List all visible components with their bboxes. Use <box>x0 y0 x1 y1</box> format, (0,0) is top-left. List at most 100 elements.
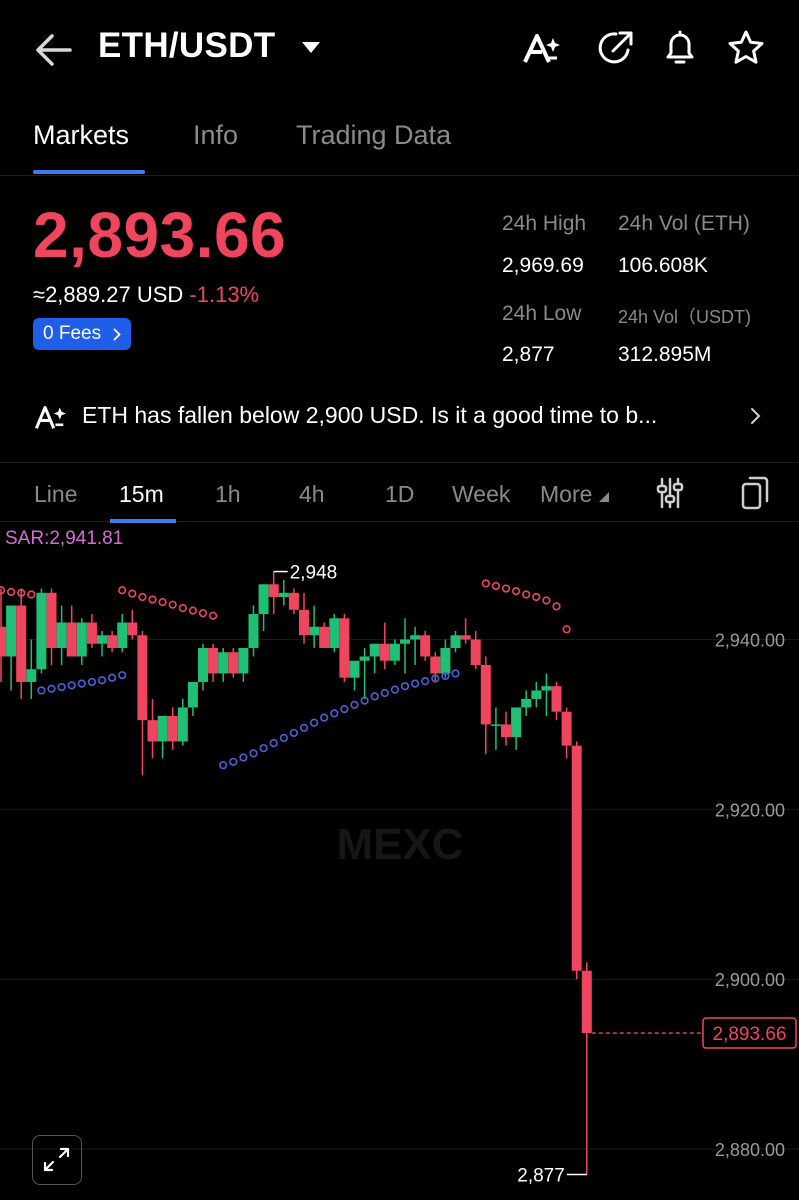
candle <box>107 635 118 648</box>
interval-more[interactable]: More <box>540 481 609 508</box>
sar-dot <box>259 744 268 753</box>
sar-dot <box>411 679 420 688</box>
low-24h-value: 2,877 <box>502 343 555 366</box>
sar-dot <box>229 757 238 766</box>
sar-dot <box>0 586 6 595</box>
candle <box>0 626 6 657</box>
candle <box>349 660 360 678</box>
candle <box>177 707 188 742</box>
caret-icon <box>598 492 609 502</box>
candle <box>410 635 421 640</box>
caret-down-icon[interactable] <box>300 40 322 54</box>
page-tabs: Markets Info Trading Data <box>0 112 799 176</box>
sar-dot <box>562 625 571 634</box>
interval-more-label: More <box>540 481 593 507</box>
copy-layout-icon[interactable] <box>740 475 770 511</box>
bell-icon[interactable] <box>660 28 700 68</box>
news-banner[interactable]: ETH has fallen below 2,900 USD. Is it a … <box>0 392 799 440</box>
sar-dot <box>158 598 167 607</box>
indicator-settings-icon[interactable] <box>655 477 685 509</box>
candle <box>86 622 97 644</box>
candlestick-chart[interactable]: MEXC 2,940.00 2,920.00 2,900.00 2,880.00 2,94… <box>0 524 799 1200</box>
candle <box>228 652 239 674</box>
interval-bar: Line 15m 1h 4h 1D Week More <box>0 462 799 523</box>
candle <box>238 647 249 674</box>
back-arrow-icon[interactable] <box>30 30 76 70</box>
tab-trading-data[interactable]: Trading Data <box>296 120 452 150</box>
candle <box>561 711 572 746</box>
vol-usdt-label: 24h Vol（USDT) <box>618 307 752 327</box>
sar-dot <box>380 688 389 698</box>
candle <box>490 724 501 726</box>
sar-dot <box>390 685 400 694</box>
expand-icon <box>43 1147 70 1172</box>
sar-dot <box>340 705 349 714</box>
candle <box>268 584 279 598</box>
sar-dot <box>148 595 157 604</box>
candle <box>511 707 522 738</box>
tab-info[interactable]: Info <box>193 120 239 150</box>
candle <box>450 635 461 648</box>
interval-line[interactable]: Line <box>34 481 78 507</box>
sar-dot <box>209 611 218 620</box>
candle <box>501 724 511 738</box>
sar-dot <box>77 679 86 688</box>
sar-dot <box>532 592 541 602</box>
tab-markets[interactable]: Markets <box>33 120 130 150</box>
sar-dot <box>310 718 319 727</box>
candle <box>309 626 320 636</box>
ai-icon[interactable] <box>522 28 562 68</box>
interval-4h[interactable]: 4h <box>299 481 325 507</box>
candle <box>248 614 259 648</box>
candle <box>400 639 410 644</box>
sar-dot <box>289 728 299 738</box>
interval-1h[interactable]: 1h <box>215 481 241 507</box>
sar-dot <box>138 592 147 602</box>
candle <box>157 715 168 742</box>
fees-label: 0 Fees <box>43 323 102 344</box>
candle <box>369 643 380 657</box>
sar-dot <box>511 586 521 596</box>
sar-dot <box>481 579 490 588</box>
sar-dot <box>219 761 228 770</box>
news-text: ETH has fallen below 2,900 USD. Is it a … <box>82 402 658 428</box>
pair-selector[interactable]: ETH/USDT <box>98 26 276 65</box>
sar-dot <box>249 749 258 758</box>
approx-usd-price: ≈2,889.27 USD <box>33 282 184 307</box>
candle <box>299 609 309 636</box>
share-icon[interactable] <box>596 28 636 68</box>
fiat-price: ≈2,889.27 USD -1.13% <box>33 282 259 308</box>
candle <box>288 592 299 610</box>
y-tick-label: 2,900.00 <box>715 970 785 990</box>
candle <box>137 635 148 721</box>
candle <box>147 720 158 742</box>
sar-dot <box>350 700 359 709</box>
current-price-label: 2,893.66 <box>713 1024 787 1045</box>
interval-week[interactable]: Week <box>452 481 511 507</box>
sar-dot <box>552 602 561 611</box>
interval-1d[interactable]: 1D <box>385 481 415 507</box>
candle <box>278 592 289 598</box>
price-change-percent: -1.13% <box>189 282 260 307</box>
active-tab-indicator <box>33 170 145 174</box>
candle <box>329 618 340 648</box>
sar-dot <box>491 581 501 591</box>
zero-fees-badge[interactable]: 0 Fees <box>33 318 131 350</box>
sar-dot <box>400 682 410 691</box>
star-icon[interactable] <box>726 28 766 68</box>
sar-dot <box>87 677 96 687</box>
fullscreen-button[interactable] <box>32 1135 82 1185</box>
sar-dot <box>97 676 107 685</box>
low-24h-label: 24h Low <box>502 302 582 325</box>
candle <box>440 647 451 674</box>
candle <box>26 669 37 682</box>
sar-dot <box>239 753 248 762</box>
sar-dot <box>178 603 187 613</box>
sar-indicator-label: SAR:2,941.81 <box>5 528 124 549</box>
high-24h-label: 24h High <box>502 212 587 235</box>
candle <box>430 656 441 674</box>
interval-15m[interactable]: 15m <box>119 481 164 507</box>
sar-dot <box>360 696 369 705</box>
candle <box>56 622 67 648</box>
current-price-tag <box>702 1017 797 1049</box>
